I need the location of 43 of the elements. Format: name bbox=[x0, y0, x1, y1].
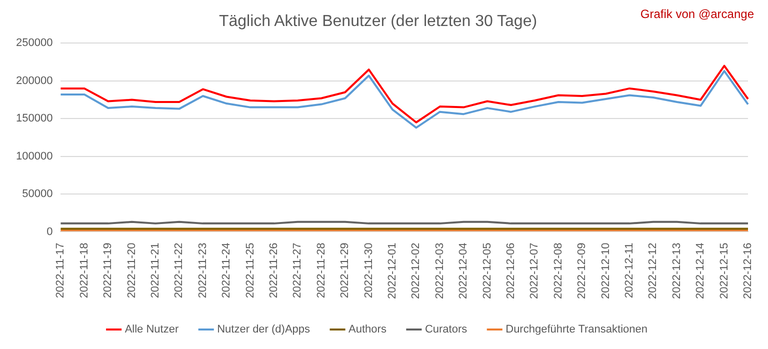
y-tick-label: 0 bbox=[46, 226, 53, 238]
legend-label: Curators bbox=[424, 324, 468, 336]
x-tick-label: 2022-12-10 bbox=[600, 242, 612, 300]
x-tick-label: 2022-12-02 bbox=[410, 242, 422, 300]
x-tick-label: 2022-11-27 bbox=[292, 242, 304, 298]
x-tick-label: 2022-12-03 bbox=[434, 242, 446, 300]
x-tick-label: 2022-11-26 bbox=[268, 242, 280, 298]
text: Grafik von @arcange bbox=[640, 7, 754, 21]
x-tick-label: 2022-11-28 bbox=[315, 242, 328, 298]
x-tick-label: 2022-11-24 bbox=[220, 242, 233, 298]
y-tick-label: 150000 bbox=[16, 112, 53, 125]
x-tick-label: 2022-11-29 bbox=[339, 242, 352, 298]
legend-label: Alle Nutzer bbox=[124, 324, 179, 336]
legend-label: Durchgeführte Transaktionen bbox=[506, 324, 648, 336]
x-tick-label: 2022-11-23 bbox=[196, 242, 209, 298]
y-tick-label: 100000 bbox=[16, 150, 53, 162]
legend-label: Nutzer der (d)Apps bbox=[217, 324, 311, 336]
legend-label: Authors bbox=[348, 324, 387, 336]
x-tick-label: 2022-12-14 bbox=[694, 242, 707, 300]
x-tick-label: 2022-12-12 bbox=[647, 242, 660, 300]
x-tick-label: 2022-12-13 bbox=[670, 242, 683, 300]
x-tick-label: 2022-12-04 bbox=[458, 242, 470, 300]
x-tick-label: 2022-12-08 bbox=[552, 242, 564, 300]
x-tick-label: 2022-12-06 bbox=[505, 242, 518, 300]
x-tick-label: 2022-12-09 bbox=[576, 242, 588, 300]
x-tick-label: 2022-12-01 bbox=[386, 242, 399, 300]
x-tick-label: 2022-12-05 bbox=[481, 242, 494, 300]
y-tick-label: 250000 bbox=[16, 37, 53, 50]
x-tick-label: 2022-11-30 bbox=[362, 242, 375, 298]
x-tick-label: 2022-12-07 bbox=[528, 242, 541, 300]
y-tick-label: 50000 bbox=[22, 188, 53, 200]
x-tick-label: 2022-11-20 bbox=[126, 242, 138, 298]
x-tick-label: 2022-12-16 bbox=[742, 242, 754, 300]
chart-title: Täglich Aktive Benutzer (der letzten 30 Tage) bbox=[218, 13, 538, 30]
x-tick-label: 2022-11-18 bbox=[78, 242, 90, 298]
x-tick-label: 2022-12-11 bbox=[624, 242, 636, 298]
x-tick-label: 2022-12-15 bbox=[718, 242, 730, 300]
x-tick-label: 2022-11-17 bbox=[54, 242, 67, 298]
x-tick-label: 2022-11-19 bbox=[102, 242, 114, 298]
x-tick-label: 2022-11-22 bbox=[173, 242, 186, 298]
x-tick-label: 2022-11-25 bbox=[244, 242, 256, 298]
x-tick-label: 2022-11-21 bbox=[150, 242, 162, 298]
y-tick-label: 200000 bbox=[16, 74, 53, 87]
